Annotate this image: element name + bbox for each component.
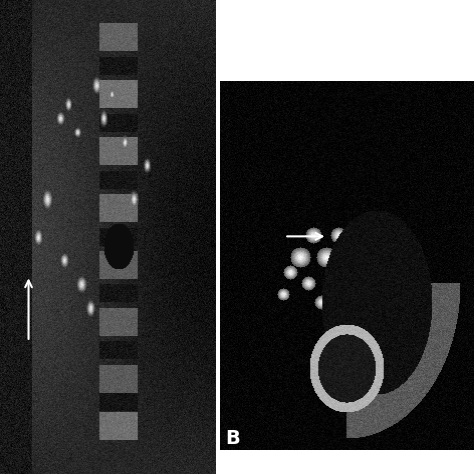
Text: B: B <box>225 429 240 448</box>
